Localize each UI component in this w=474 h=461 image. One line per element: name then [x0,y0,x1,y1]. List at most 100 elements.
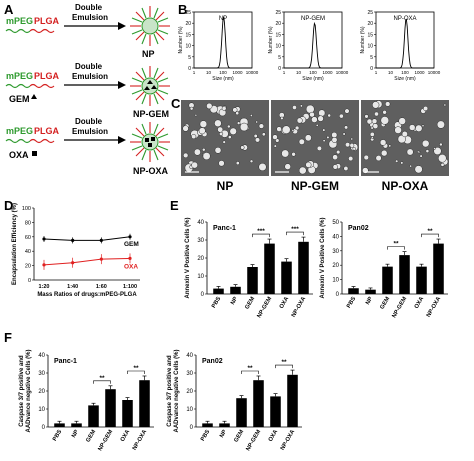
x-tick-label: 100 [401,70,409,75]
y-tick-label: 50 [332,220,339,226]
particle [433,146,442,156]
panel-c: C NP NP-GEM NP-OXA [171,96,449,193]
particle [250,114,253,117]
x-tick-label: NP [71,429,80,439]
y-tick-label: 0 [278,66,281,72]
bar [202,423,213,427]
particle [258,123,265,129]
y-axis-label: Encapsulation Efficiency (%) [12,203,18,285]
particle [273,144,277,148]
y-tick-label: 20 [185,21,191,27]
product-label: NP-OXA [133,166,169,176]
bar [54,423,65,427]
particle [371,136,374,139]
nanoparticle-icon [130,6,170,46]
particle [419,154,423,158]
x-tick-label: NP [365,296,374,306]
x-tick-label: NP-OXA [426,295,443,318]
particle [240,145,245,150]
particle [299,104,303,108]
x-tick-label: NP-GEM [256,296,273,319]
plot-frame [193,11,253,69]
particle [206,102,213,110]
y-tick-label: 25 [185,10,191,16]
panel-a-row-1: mPEG PLGA Double Emulsion [5,3,170,59]
particle [217,126,224,133]
series-oxa: OXA [42,253,138,270]
particle [298,138,305,145]
plot-frame [375,11,435,69]
method-line1: Double [75,3,103,12]
significance-bracket [93,380,111,384]
y-tick-label: 20 [275,21,281,27]
arrow-head-icon [118,81,126,89]
particle [438,154,447,163]
chart-title: Panc-1 [213,225,236,232]
plga-label: PLGA [34,71,60,81]
particle [182,125,189,132]
y-tick-label: 5 [188,55,191,61]
particle [296,117,303,124]
particle [222,140,226,144]
x-tick-label: 10000 [336,70,349,75]
x-tick-label: 1 [193,70,196,75]
particle [292,105,297,110]
x-tick-label: NP-OXA [132,428,149,451]
oxa-molecule-icon [32,151,37,156]
y-tick-label: 0 [336,292,340,298]
particle [336,149,341,155]
panel-label-d: D [4,198,13,213]
particle [439,142,443,147]
y-tick-label: 40 [332,234,339,240]
panel-e: E 0 10 20 30 40 Panc-1 Annexin V Positive Cell… [170,198,448,319]
y-tick-label: 10 [367,44,373,50]
panel-a-row-2: mPEG PLGA GEM Double Emulsion [5,62,170,119]
significance-marker: ** [133,365,139,372]
particle [282,125,291,134]
particle [315,124,319,127]
data-point [71,238,75,242]
particle [255,120,259,124]
particle [380,116,390,125]
significance-bracket [421,233,439,238]
annexin-chart-pan02: 0 10 20 30 40 50 Pan02 Annexin V Positive Cells… [320,217,448,319]
particle [394,126,402,134]
x-tick-label: 1000 [232,70,243,75]
particle [322,128,326,132]
encapsulation-chart: 0 20 40 60 80 100 1:20 1:40 1:60 1:100 Mass Ratios… [12,203,140,298]
y-tick-label: 10 [332,278,339,284]
significance-marker: ** [281,359,287,366]
y-tick-label: 30 [197,238,204,244]
significance-marker: ** [427,228,433,235]
method-line2: Emulsion [72,13,108,22]
mpeg-label: mPEG [6,126,33,136]
y-tick-label: 0 [188,66,191,72]
data-point [99,238,103,242]
x-tick-label: OXA [414,295,426,310]
x-tick-label: 1000 [322,70,333,75]
size-distribution-line [284,21,342,69]
product-label: NP-GEM [133,109,169,119]
panel-label-e: E [170,198,179,213]
particle [191,133,197,140]
particle [363,154,369,161]
bar [230,286,241,294]
particle [364,114,369,119]
particle [362,167,369,174]
particle [322,139,326,143]
bar [298,241,309,294]
particle [327,113,332,118]
particle [199,120,208,128]
y-tick-label: 30 [332,249,339,255]
particle [423,105,429,112]
y-tick-label: 10 [38,407,45,413]
y-tick-label: 0 [190,425,194,431]
panel-label-b: B [178,2,187,17]
particle [214,119,222,128]
plga-chain-icon [29,83,55,89]
particle [316,145,322,151]
panel-label-c: C [171,96,181,111]
drug-label: GEM [9,94,30,104]
